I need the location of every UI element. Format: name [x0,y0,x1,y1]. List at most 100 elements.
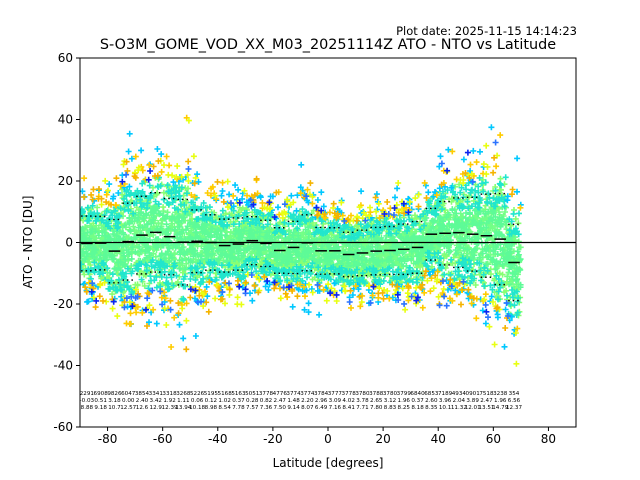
bin-annotation-counts: 3318 [162,391,177,397]
bin-annotation-means: 3.96 [439,398,452,404]
bin-annotation-stds: 8.25 [398,405,411,411]
bin-annotation-stds: 12.39 [162,405,178,411]
x-tick-label: -80 [98,432,118,446]
bin-annotation-means: 3.18 [108,398,121,404]
y-tick-label: 60 [58,51,73,65]
bin-annotation-stds: 8.83 [384,405,397,411]
scatter-points [80,114,524,367]
bin-annotation-counts: 6908 [94,391,109,397]
bin-annotation-means: 1.11 [177,398,190,404]
x-tick-label: -40 [208,432,228,446]
bin-annotation-counts: 5195 [204,391,219,397]
bin-annotation-counts: 3777 [328,391,343,397]
bin-annotation-counts: 3774 [286,391,301,397]
bin-annotation-stds: 12.57 [120,405,136,411]
bin-annotation-counts: 3774 [300,391,315,397]
bin-annotation-counts: 3268 [176,391,191,397]
bin-annotation-means: 2.47 [274,398,287,404]
bin-annotation-counts: 3780 [383,391,398,397]
bin-annotation-stds: 8.35 [425,405,438,411]
bin-annotation-counts: 9826 [107,391,122,397]
bin-annotation-stds: 12.37 [506,405,522,411]
bin-annotation-stds: 7.36 [260,405,273,411]
bin-annotation-stds: 13.94 [175,405,191,411]
scatter-group-3 [80,174,522,319]
x-tick-label: 0 [324,432,332,446]
bin-annotation-stds: 12.6 [136,405,149,411]
y-axis-label: ATO - NTO [DU] [21,196,35,289]
bin-annotation-means: 0.28 [246,398,259,404]
bin-annotation-means: 2.04 [453,398,466,404]
bin-annotation-means: 1.96 [398,398,411,404]
x-axis: -80 -60 -40 -20 0 20 40 60 80 [98,427,556,446]
bin-annotation-counts: 4776 [273,391,288,397]
bin-annotation-means: 2.40 [136,398,149,404]
bin-annotation-counts: 6047 [121,391,136,397]
bin-annotation-means: 1.48 [287,398,300,404]
y-tick-label: 40 [58,113,73,127]
bin-annotation-means: 0.37 [411,398,424,404]
bin-annotation-means: 0.37 [232,398,245,404]
bin-annotation-means: 2.96 [315,398,328,404]
bin-annotation-means: 2.65 [370,398,383,404]
bin-annotation-stds: 10.7 [108,405,121,411]
bin-annotation-counts: 5051 [245,391,260,397]
bin-annotation-means: 2.47 [480,398,493,404]
y-tick-label: -20 [53,297,73,311]
bin-annotation-means: 1.96 [494,398,507,404]
chart-title: S-O3M_GOME_VOD_XX_M03_20251114Z ATO - NT… [100,37,556,53]
bin-annotation-stds: 7.80 [370,405,383,411]
bin-annotation-stds: 10.1 [439,405,452,411]
x-tick-label: -60 [153,432,173,446]
bin-annotation-counts: 3780 [355,391,370,397]
bin-annotation-stds: 7.50 [274,405,287,411]
bin-annotation-counts: 5168 [218,391,233,397]
x-tick-label: 80 [541,432,556,446]
bin-annotation-stds: 7.71 [356,405,369,411]
bin-annotation-counts: 354 [509,391,520,397]
bin-annotation-stds: 9.14 [287,405,300,411]
bin-annotation-means: 1.92 [163,398,175,404]
bin-annotation-means: 0.00 [122,398,135,404]
bin-annotation-counts: 2291 [80,391,95,397]
std-markers [81,191,520,302]
bin-annotation-stds: 9.18 [94,405,107,411]
bin-annotation-means: 2.60 [425,398,438,404]
bin-annotation-counts: 3778 [259,391,274,397]
bin-annotation-stds: 14.79 [492,405,508,411]
x-axis-label: Latitude [degrees] [273,456,384,470]
bin-annotation-means: 3.89 [466,398,479,404]
bin-annotation-means: 3.12 [384,398,396,404]
y-tick-label: -60 [53,420,73,434]
y-tick-label: 20 [58,174,73,188]
bin-annotation-stds: 7.78 [232,405,245,411]
bin-annotation-stds: 8.88 [81,405,94,411]
bin-annotation-means: 0.06 [191,398,204,404]
bin-annotation-counts: 3341 [149,391,164,397]
bin-annotation-counts: 7518 [479,391,494,397]
x-tick-label: -20 [263,432,283,446]
bin-annotation-means: -0.03 [80,398,95,404]
bin-annotation-stds: 6.49 [315,405,328,411]
bin-annotation-means: 3.42 [150,398,162,404]
bin-annotation-means: 6.56 [508,398,521,404]
plot-date: Plot date: 2025-11-15 14:14:23 [396,24,577,38]
bin-annotation-stds: 10.18 [189,405,205,411]
bin-annotation-stds: 12.9 [150,405,163,411]
bin-annotation-means: 0.51 [94,398,107,404]
bin-annotation-counts: 3788 [369,391,384,397]
y-tick-label: 0 [65,236,73,250]
bin-annotation-counts: 3238 [493,391,508,397]
bin-annotation-counts: 3799 [397,391,412,397]
bin-annotation-means: 0.12 [205,398,217,404]
bin-annotation-stds: 8.18 [411,405,424,411]
bin-annotation-means: 2.20 [301,398,314,404]
bin-annotation-counts: 5226 [190,391,205,397]
scatter-group-9 [88,149,490,315]
bin-annotation-stds: 11.32 [451,405,467,411]
bin-annotation-stds: 7.57 [246,405,259,411]
bin-annotation-counts: 3784 [314,391,329,397]
bin-annotation-means: 1.02 [218,398,230,404]
